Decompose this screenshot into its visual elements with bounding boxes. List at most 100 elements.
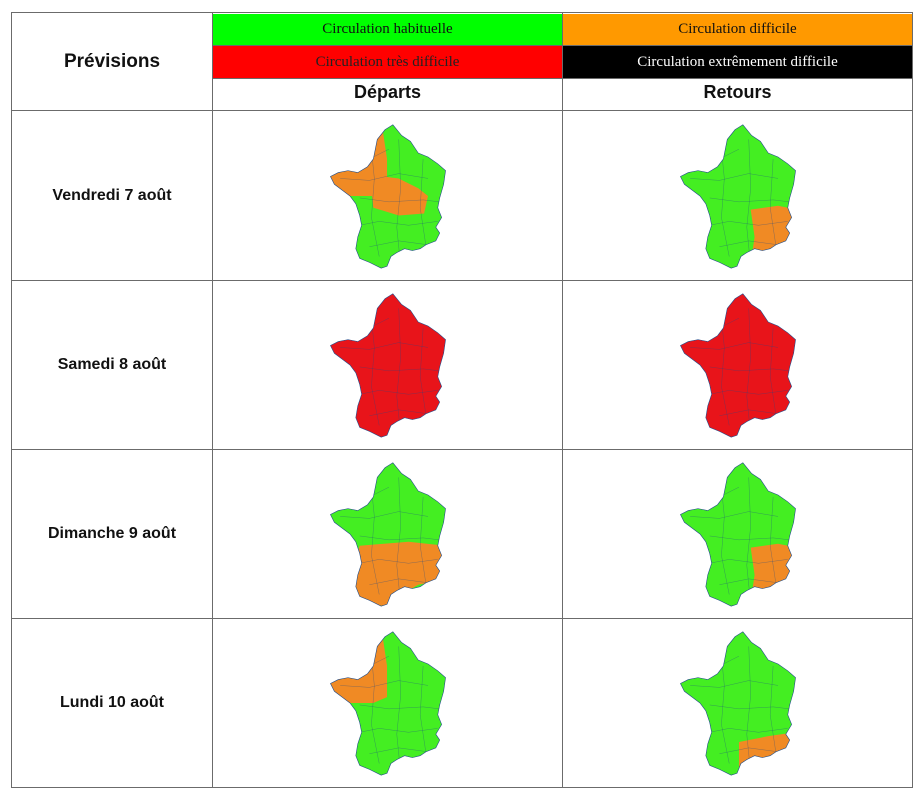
legend-extremement-difficile: Circulation extrêmement difficile — [563, 46, 912, 78]
department-border — [718, 409, 778, 416]
department-border — [769, 665, 776, 754]
column-header-departs: Départs — [353, 81, 422, 102]
france-map — [679, 462, 796, 607]
map-region — [368, 174, 428, 216]
france-outline — [329, 293, 446, 438]
forecast-table: Prévisions Circulation habituelle Circul… — [11, 12, 913, 788]
map-region — [329, 631, 387, 703]
department-border — [718, 578, 778, 585]
france-map — [679, 123, 796, 269]
department-border — [359, 535, 446, 541]
day-label: Lundi 10 août — [60, 694, 164, 711]
department-border — [699, 390, 788, 397]
department-border — [419, 665, 426, 754]
map-region — [748, 543, 796, 607]
department-border — [746, 646, 751, 774]
france-map — [329, 462, 446, 607]
department-border — [396, 646, 401, 774]
divider — [212, 13, 213, 787]
department-border — [349, 390, 438, 397]
france-outline — [679, 462, 796, 607]
legend-tres-difficile: Circulation très difficile — [213, 46, 562, 78]
map-retours-lundi — [563, 619, 912, 787]
day-label: Vendredi 7 août — [52, 186, 172, 204]
department-border — [396, 138, 401, 266]
france-outline — [679, 293, 796, 438]
legend-habituelle: Circulation habituelle — [213, 14, 562, 45]
day-label: Dimanche 9 août — [47, 525, 177, 542]
legend-label: Circulation difficile — [678, 21, 797, 37]
divider — [562, 13, 563, 787]
legend-label: Circulation très difficile — [315, 53, 460, 70]
france-map — [329, 293, 446, 438]
map-region — [679, 631, 796, 776]
department-border — [396, 308, 401, 436]
department-border — [359, 704, 446, 710]
department-border — [709, 197, 796, 203]
department-border — [349, 728, 438, 735]
map-retours-vendredi — [563, 111, 912, 280]
department-border — [689, 172, 778, 181]
map-region — [329, 631, 446, 776]
map-departs-samedi — [213, 281, 562, 449]
department-border — [746, 138, 751, 266]
map-departs-vendredi — [213, 111, 562, 280]
department-border — [368, 240, 428, 247]
department-border — [349, 559, 438, 566]
map-departs-dimanche — [213, 450, 562, 618]
france-outline — [679, 123, 796, 269]
department-border — [699, 220, 788, 227]
department-border — [368, 409, 428, 416]
department-border — [359, 366, 446, 372]
map-retours-dimanche — [563, 450, 912, 618]
department-border — [339, 172, 428, 181]
department-border — [746, 308, 751, 436]
department-border — [689, 680, 778, 688]
department-border — [769, 327, 776, 416]
france-map — [679, 293, 796, 438]
department-border — [769, 496, 776, 585]
department-border — [419, 496, 426, 585]
department-border — [339, 342, 428, 350]
department-border — [709, 366, 796, 372]
department-border — [419, 158, 426, 247]
map-region — [329, 293, 446, 438]
department-border — [699, 728, 788, 735]
column-header-retours: Retours — [703, 81, 772, 102]
department-border — [396, 477, 401, 605]
map-retours-samedi — [563, 281, 912, 449]
divider — [12, 449, 912, 450]
department-border — [368, 747, 428, 754]
france-outline — [679, 631, 796, 776]
map-region — [349, 541, 446, 607]
france-map — [329, 123, 446, 269]
department-border — [339, 511, 428, 519]
department-border — [709, 535, 796, 541]
department-border — [368, 578, 428, 585]
legend-label: Circulation extrêmement difficile — [637, 53, 838, 70]
table-title: Prévisions — [63, 50, 161, 72]
map-region — [748, 205, 796, 268]
department-border — [689, 342, 778, 350]
divider — [212, 78, 912, 79]
france-outline — [329, 631, 446, 776]
map-region — [679, 293, 796, 438]
department-border — [769, 158, 776, 247]
legend-label: Circulation habituelle — [322, 21, 453, 37]
department-border — [419, 327, 426, 416]
divider — [12, 618, 912, 619]
france-outline — [329, 462, 446, 607]
department-border — [718, 240, 778, 247]
department-border — [718, 747, 778, 754]
divider — [12, 280, 912, 281]
department-border — [359, 197, 446, 203]
map-region — [679, 462, 796, 607]
divider — [12, 110, 912, 111]
france-outline — [329, 123, 446, 269]
france-map — [329, 631, 446, 776]
day-label: Samedi 8 août — [57, 356, 167, 373]
legend-difficile: Circulation difficile — [563, 14, 912, 45]
map-departs-lundi — [213, 619, 562, 787]
department-border — [349, 220, 438, 227]
department-border — [339, 680, 428, 688]
